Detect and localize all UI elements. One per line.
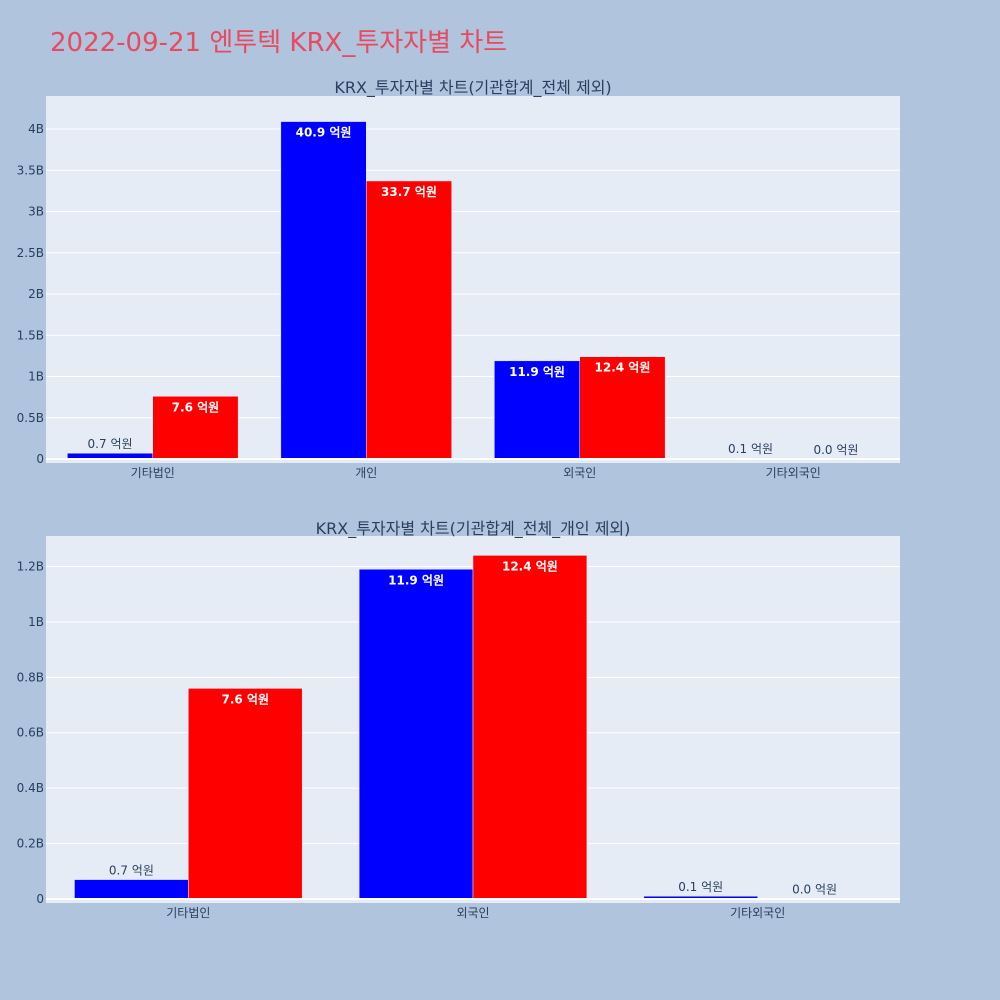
y-tick-label: 0 [36, 452, 44, 466]
y-tick-label: 0.5B [17, 411, 44, 425]
bar-data-label: 11.9 억원 [388, 573, 444, 587]
x-tick-label: 기타법인 [166, 906, 210, 920]
x-tick-label: 개인 [355, 466, 377, 480]
x-tick-label: 기타외국인 [730, 906, 785, 920]
y-tick-label: 1.2B [17, 559, 44, 573]
y-tick-label: 1B [28, 370, 44, 384]
bar-data-label: 40.9 억원 [296, 126, 352, 140]
bar-data-label: 0.1 억원 [728, 442, 773, 456]
y-tick-label: 1B [28, 615, 44, 629]
bar-data-label: 0.0 억원 [792, 882, 837, 896]
y-tick-label: 0.8B [17, 670, 44, 684]
bar-data-label: 11.9 억원 [509, 365, 565, 379]
y-tick-label: 1.5B [17, 328, 44, 342]
page-title: 2022-09-21 엔투텍 KRX_투자자별 차트 [50, 28, 508, 58]
x-tick-label: 기타법인 [131, 466, 175, 480]
bar [366, 180, 452, 460]
bar [152, 396, 239, 460]
bar [472, 555, 588, 900]
y-tick-label: 2B [28, 287, 44, 301]
bar-data-label: 12.4 억원 [595, 361, 651, 375]
chart-top: KRX_투자자별 차트(기관합계_전체 제외) 0 0.5B 1B 1.5B 2B 2.5B… [17, 78, 900, 480]
bar [358, 569, 474, 900]
bar-data-label: 12.4 억원 [502, 559, 558, 573]
chart-title: KRX_투자자별 차트(기관합계_전체 제외) [334, 78, 611, 98]
y-tick-label: 0.6B [17, 726, 44, 740]
chart-bottom: KRX_투자자별 차트(기관합계_전체_개인 제외) 0 0.2B 0.4B 0.6B 0… [17, 519, 900, 920]
x-tick-label: 외국인 [563, 466, 596, 480]
y-tick-label: 0 [36, 892, 44, 906]
y-tick-label: 0.4B [17, 781, 44, 795]
x-tick-label: 기타외국인 [766, 466, 821, 480]
bar-data-label: 0.7 억원 [109, 864, 154, 878]
bar-data-label: 7.6 억원 [222, 692, 270, 706]
bar-data-label: 0.1 억원 [678, 880, 723, 894]
x-tick-label: 외국인 [456, 906, 489, 920]
bar [280, 121, 367, 460]
y-tick-label: 0.2B [17, 837, 44, 851]
y-tick-label: 3B [28, 205, 44, 219]
bar-data-label: 33.7 억원 [381, 185, 437, 199]
bar [579, 356, 666, 460]
bar [188, 688, 303, 900]
y-tick-label: 4B [28, 122, 44, 136]
bar [74, 879, 189, 900]
bar-data-label: 0.0 억원 [813, 443, 858, 457]
y-tick-label: 2.5B [17, 246, 44, 260]
bar-data-label: 7.6 억원 [172, 400, 220, 414]
chart-title: KRX_투자자별 차트(기관합계_전체_개인 제외) [316, 519, 631, 539]
y-tick-label: 3.5B [17, 163, 44, 177]
bar-data-label: 0.7 억원 [88, 437, 133, 451]
bar [494, 360, 581, 460]
